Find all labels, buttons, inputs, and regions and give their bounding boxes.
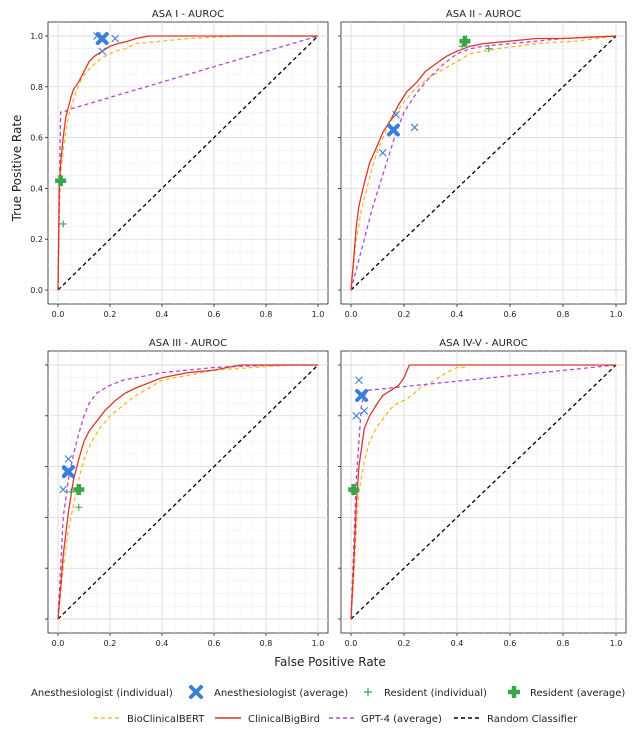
random-classifier-curve: [57, 35, 319, 291]
random-classifier-curve: [350, 364, 617, 620]
clinicalbigbird-curve: [57, 364, 318, 620]
gpt-4-average-curve: [350, 35, 617, 291]
anesthesiologist-average-marker: [61, 465, 75, 479]
y-axis-label: True Positive Rate: [10, 115, 24, 223]
x-tick-label: 0.4: [451, 639, 464, 648]
anesthesiologist-individual-marker: [355, 376, 363, 385]
legend-label-res-avg: Resident (average): [530, 688, 625, 699]
y-tick-label: 0.0: [30, 286, 43, 295]
anesthesiologist-average-marker: [95, 32, 109, 46]
anesthesiologist-individual-marker: [378, 148, 387, 157]
x-tick-label: 0.4: [451, 310, 464, 319]
gpt-4-average-curve: [350, 364, 617, 620]
x-tick-label: 0.4: [156, 639, 169, 648]
panel-title: ASA IV-V - AUROC: [439, 338, 527, 349]
panel-1: 0.0 0.2 0.4 0.6 0.8 1.0 0.0 0.2 0.4 0.6 0.8 1.0 ASA …: [30, 9, 329, 319]
x-axis-label: False Positive Rate: [274, 655, 386, 669]
bioclinicalbert-curve: [350, 366, 465, 620]
anesthesiologist-individual-marker: [111, 34, 120, 43]
y-tick-label: 0.6: [30, 134, 43, 143]
x-tick-label: 0.6: [504, 310, 517, 319]
x-tick-label: 0.0: [52, 310, 65, 319]
y-tick-label: 0.8: [30, 83, 43, 92]
anesthesiologist-average-marker: [355, 388, 369, 402]
clinicalbigbird-curve: [350, 35, 617, 291]
x-tick-label: 0.2: [104, 639, 117, 648]
x-tick-label: 0.8: [557, 639, 570, 648]
anesthesiologist-individual-marker: [392, 110, 400, 119]
x-tick-label: 0.0: [345, 639, 358, 648]
x-tick-label: 1.0: [610, 639, 623, 648]
resident-individual-marker: [75, 503, 83, 511]
x-tick-label: 1.0: [610, 310, 623, 319]
panel-title: ASA I - AUROC: [152, 9, 224, 20]
resident-individual-marker: [59, 220, 67, 228]
panel-2: 0.0 0.2 0.4 0.6 0.8 1.0 ASA II - AUROC: [338, 9, 627, 319]
resident-average-legend-marker: [508, 686, 520, 698]
legend-label-anest-avg: Anesthesiologist (average): [214, 688, 348, 699]
x-tick-label: 1.0: [312, 310, 325, 319]
x-tick-label: 0.0: [52, 639, 65, 648]
clinicalbigbird-curve: [57, 35, 318, 291]
legend-label-clinicalbigbird: ClinicalBigBird: [248, 714, 320, 725]
x-tick-label: 0.8: [260, 639, 273, 648]
anesthesiologist-individual-marker: [64, 455, 73, 463]
anesthesiologist-average-marker: [386, 123, 400, 137]
x-tick-label: 0.6: [208, 639, 221, 648]
resident-average-marker: [459, 35, 471, 47]
panels-group: 0.0 0.2 0.4 0.6 0.8 1.0 0.0 0.2 0.4 0.6 0.8 1.0 ASA …: [30, 9, 627, 648]
x-tick-label: 0.4: [156, 310, 169, 319]
x-tick-label: 0.2: [398, 310, 411, 319]
x-tick-label: 0.2: [104, 310, 117, 319]
random-classifier-curve: [57, 364, 319, 620]
legend-label-res-ind: Resident (individual): [384, 688, 487, 699]
anesthesiologist-individual-marker: [410, 123, 419, 132]
panel-4: 0.0 0.2 0.4 0.6 0.8 1.0 ASA IV-V - AUROC: [338, 338, 627, 648]
anesthesiologist-average-legend-marker: [189, 685, 203, 699]
resident-individual-legend-marker: [364, 688, 372, 696]
y-tick-label: 0.2: [30, 235, 43, 244]
x-tick-label: 0.0: [345, 310, 358, 319]
x-tick-label: 0.2: [398, 639, 411, 648]
legend-label-anest-ind: Anesthesiologist (individual): [31, 688, 173, 699]
anesthesiologist-individual-marker: [352, 411, 361, 420]
panel-3: 0.0 0.2 0.4 0.6 0.8 1.0 ASA III - AUROC: [45, 338, 329, 648]
random-classifier-curve: [350, 35, 617, 291]
legend: Anesthesiologist (individual) Anesthesio…: [31, 685, 625, 725]
legend-label-gpt4: GPT-4 (average): [361, 714, 442, 725]
anesthesiologist-individual-marker: [59, 485, 68, 494]
bioclinicalbert-curve: [57, 35, 318, 291]
legend-label-bioclinicalbert: BioClinicalBERT: [127, 714, 205, 725]
anesthesiologist-individual-marker: [98, 47, 107, 56]
x-tick-label: 1.0: [312, 639, 325, 648]
clinicalbigbird-curve: [350, 364, 616, 620]
x-tick-label: 0.6: [208, 310, 221, 319]
gpt-4-average-curve: [57, 364, 318, 620]
resident-average-marker: [55, 175, 67, 187]
panel-title: ASA III - AUROC: [149, 338, 227, 349]
resident-average-marker: [348, 483, 360, 495]
panel-title: ASA II - AUROC: [446, 9, 521, 20]
bioclinicalbert-curve: [350, 35, 617, 291]
x-tick-label: 0.8: [260, 310, 273, 319]
resident-individual-marker: [67, 488, 75, 496]
resident-average-marker: [73, 483, 85, 495]
x-tick-label: 0.8: [557, 310, 570, 319]
y-tick-label: 0.4: [30, 184, 43, 193]
x-tick-label: 0.6: [504, 639, 517, 648]
y-tick-label: 1.0: [30, 32, 43, 41]
anesthesiologist-individual-marker: [360, 406, 369, 415]
legend-label-random: Random Classifier: [487, 714, 578, 725]
resident-individual-marker: [485, 45, 493, 53]
